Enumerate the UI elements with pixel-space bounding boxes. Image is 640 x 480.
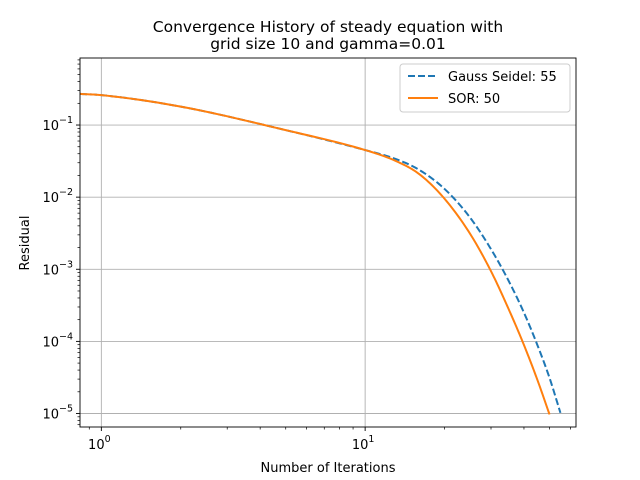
y-tick-label: 10−2 xyxy=(42,187,73,206)
y-tick-label: 10−4 xyxy=(42,331,73,350)
legend-label-sor: SOR: 50 xyxy=(448,92,500,107)
y-tick-label: 10−5 xyxy=(42,404,73,423)
chart-title: Convergence History of steady equation w… xyxy=(153,18,503,36)
plot-frame xyxy=(79,57,577,428)
y-tick-label: 10−1 xyxy=(42,115,73,134)
legend-label-gauss-seidel: Gauss Seidel: 55 xyxy=(448,70,557,85)
sor-line xyxy=(79,92,551,415)
x-tick-label: 100 xyxy=(88,434,111,453)
legend: Gauss Seidel: 55 SOR: 50 xyxy=(399,63,571,113)
legend-box xyxy=(399,63,571,113)
x-tick-label: 101 xyxy=(352,434,375,453)
plot-lines xyxy=(79,92,562,415)
gauss-seidel-line xyxy=(79,92,562,414)
y-axis-label: Residual xyxy=(18,216,33,271)
major-ticks: 100 101 10−5 10−4 10−3 10−2 10−1 xyxy=(42,115,374,453)
y-tick-label: 10−3 xyxy=(42,259,73,278)
grid xyxy=(80,58,576,427)
chart-subtitle: grid size 10 and gamma=0.01 xyxy=(210,35,446,53)
x-axis-label: Number of Iterations xyxy=(261,461,396,476)
